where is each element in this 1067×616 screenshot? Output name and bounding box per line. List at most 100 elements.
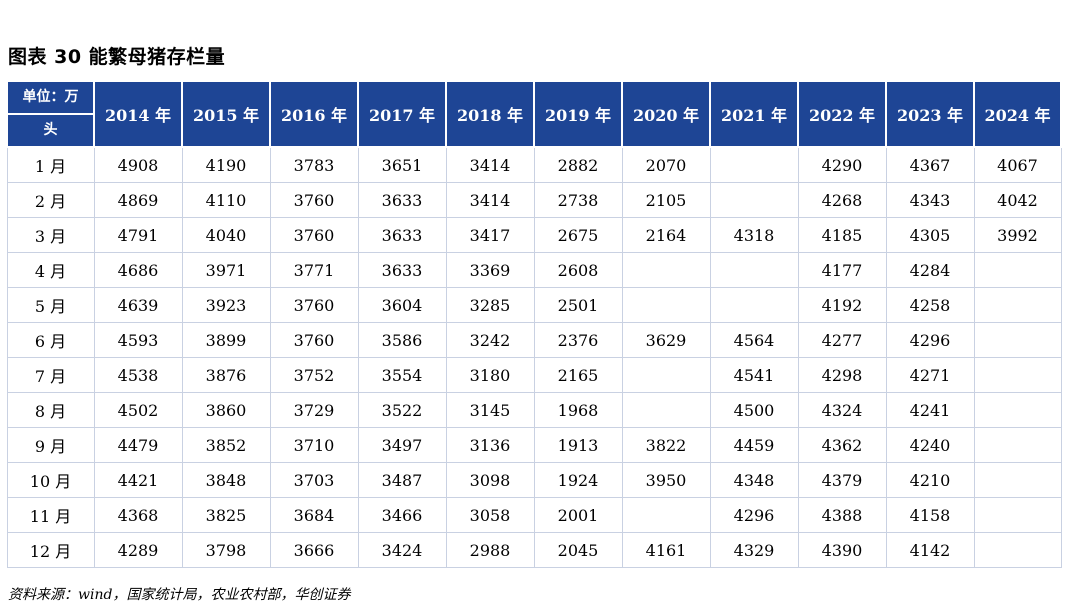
value-cell — [973, 462, 1062, 498]
value-cell: 4210 — [885, 462, 975, 498]
value-cell: 3684 — [269, 497, 359, 533]
value-cell: 3783 — [269, 146, 359, 183]
value-cell: 3145 — [445, 392, 535, 428]
value-cell: 3604 — [357, 287, 447, 323]
value-cell: 3760 — [269, 217, 359, 253]
table-row: 6 月 4593 3899 3760 3586 3242 2376 3629 4564 4277 4… — [6, 322, 1062, 358]
value-cell — [621, 392, 711, 428]
value-cell: 4324 — [797, 392, 887, 428]
value-cell: 4296 — [709, 497, 799, 533]
value-cell: 4869 — [93, 182, 183, 218]
value-cell: 3822 — [621, 427, 711, 463]
value-cell: 3992 — [973, 217, 1062, 253]
value-cell: 3971 — [181, 252, 271, 288]
value-cell: 3136 — [445, 427, 535, 463]
value-cell — [973, 497, 1062, 533]
value-cell: 4240 — [885, 427, 975, 463]
value-cell: 3666 — [269, 532, 359, 568]
month-cell: 2 月 — [6, 182, 95, 218]
value-cell: 4067 — [973, 146, 1062, 183]
month-cell: 1 月 — [6, 146, 95, 183]
year-header: 2018 年 — [445, 80, 535, 148]
month-cell: 6 月 — [6, 322, 95, 358]
value-cell: 4241 — [885, 392, 975, 428]
month-cell: 11 月 — [6, 497, 95, 533]
value-cell: 3651 — [357, 146, 447, 183]
value-cell: 4290 — [797, 146, 887, 183]
month-cell: 8 月 — [6, 392, 95, 428]
value-cell: 3242 — [445, 322, 535, 358]
table-row: 2 月 4869 4110 3760 3633 3414 2738 2105 4268 4343 4… — [6, 182, 1062, 218]
month-cell: 12 月 — [6, 532, 95, 568]
month-cell: 5 月 — [6, 287, 95, 323]
year-header: 2022 年 — [797, 80, 887, 148]
value-cell: 3860 — [181, 392, 271, 428]
value-cell: 2001 — [533, 497, 623, 533]
value-cell: 2501 — [533, 287, 623, 323]
value-cell: 4367 — [885, 146, 975, 183]
value-cell: 3771 — [269, 252, 359, 288]
value-cell: 3487 — [357, 462, 447, 498]
value-cell: 2608 — [533, 252, 623, 288]
value-cell: 3424 — [357, 532, 447, 568]
value-cell: 4500 — [709, 392, 799, 428]
value-cell: 4298 — [797, 357, 887, 393]
value-cell: 4289 — [93, 532, 183, 568]
value-cell: 4158 — [885, 497, 975, 533]
value-cell: 4284 — [885, 252, 975, 288]
value-cell: 3710 — [269, 427, 359, 463]
value-cell: 4268 — [797, 182, 887, 218]
value-cell: 4190 — [181, 146, 271, 183]
value-cell — [621, 357, 711, 393]
table-row: 9 月 4479 3852 3710 3497 3136 1913 3822 4459 4362 4… — [6, 427, 1062, 463]
year-header: 2014 年 — [93, 80, 183, 148]
value-cell: 3760 — [269, 322, 359, 358]
table-row: 11 月 4368 3825 3684 3466 3058 2001 4296 4388 4158 — [6, 497, 1062, 533]
value-cell: 4686 — [93, 252, 183, 288]
value-cell: 2165 — [533, 357, 623, 393]
value-cell: 1913 — [533, 427, 623, 463]
value-cell: 4271 — [885, 357, 975, 393]
value-cell — [709, 287, 799, 323]
value-cell: 4502 — [93, 392, 183, 428]
year-header: 2020 年 — [621, 80, 711, 148]
table-row: 1 月 4908 4190 3783 3651 3414 2882 2070 4290 4367 4… — [6, 146, 1062, 183]
unit-label-line2: 头 — [43, 122, 58, 138]
value-cell: 4177 — [797, 252, 887, 288]
value-cell: 3729 — [269, 392, 359, 428]
table-body: 1 月 4908 4190 3783 3651 3414 2882 2070 4290 4367 4… — [6, 146, 1062, 568]
value-cell: 3058 — [445, 497, 535, 533]
value-cell: 4390 — [797, 532, 887, 568]
value-cell — [973, 322, 1062, 358]
value-cell: 4161 — [621, 532, 711, 568]
value-cell: 4479 — [93, 427, 183, 463]
value-cell: 3848 — [181, 462, 271, 498]
value-cell: 3180 — [445, 357, 535, 393]
value-cell: 3923 — [181, 287, 271, 323]
value-cell — [973, 532, 1062, 568]
value-cell: 4258 — [885, 287, 975, 323]
value-cell: 4277 — [797, 322, 887, 358]
value-cell: 4110 — [181, 182, 271, 218]
source-note: 资料来源：wind，国家统计局，农业农村部，华创证券 — [8, 587, 351, 603]
value-cell: 4593 — [93, 322, 183, 358]
value-cell: 4142 — [885, 532, 975, 568]
value-cell: 3586 — [357, 322, 447, 358]
month-cell: 3 月 — [6, 217, 95, 253]
value-cell — [973, 357, 1062, 393]
table-row: 10 月 4421 3848 3703 3487 3098 1924 3950 4348 4379… — [6, 462, 1062, 498]
value-cell: 4362 — [797, 427, 887, 463]
value-cell: 3633 — [357, 217, 447, 253]
value-cell: 3466 — [357, 497, 447, 533]
value-cell: 3497 — [357, 427, 447, 463]
unit-header-cell: 单位：万 头 — [6, 80, 95, 148]
value-cell: 2105 — [621, 182, 711, 218]
value-cell — [973, 392, 1062, 428]
value-cell: 4329 — [709, 532, 799, 568]
value-cell: 3414 — [445, 146, 535, 183]
value-cell: 2882 — [533, 146, 623, 183]
year-header: 2016 年 — [269, 80, 359, 148]
value-cell: 3554 — [357, 357, 447, 393]
value-cell: 3852 — [181, 427, 271, 463]
table-row: 7 月 4538 3876 3752 3554 3180 2165 4541 4298 4271 — [6, 357, 1062, 393]
